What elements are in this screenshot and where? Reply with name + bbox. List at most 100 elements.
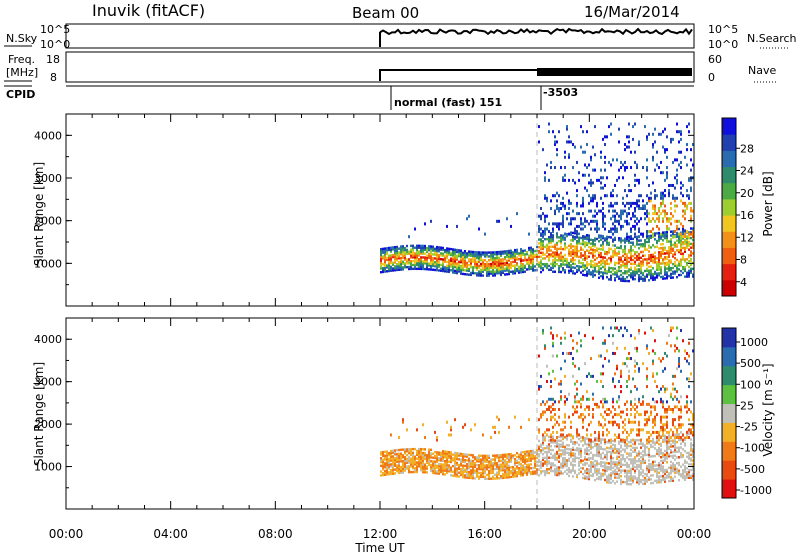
data-cell xyxy=(538,428,540,432)
data-cell xyxy=(612,439,614,443)
data-cell xyxy=(628,239,630,242)
data-cell xyxy=(680,222,682,226)
data-cell xyxy=(510,266,512,270)
data-cell xyxy=(642,277,644,281)
data-cell xyxy=(500,465,502,468)
data-cell xyxy=(654,259,656,262)
data-cell xyxy=(458,465,460,469)
data-cell xyxy=(620,440,622,444)
data-cell xyxy=(640,275,642,279)
data-cell xyxy=(456,268,458,271)
data-cell xyxy=(592,397,594,401)
data-cell xyxy=(412,447,414,451)
data-cell xyxy=(608,268,610,272)
data-cell xyxy=(640,480,642,484)
data-cell xyxy=(380,464,382,468)
data-cell xyxy=(602,235,604,239)
data-cell xyxy=(566,234,568,238)
data-cell xyxy=(592,250,594,253)
data-cell xyxy=(396,247,398,251)
data-cell xyxy=(680,415,682,419)
colorbar-swatch xyxy=(722,182,736,200)
data-cell xyxy=(454,465,456,468)
data-cell xyxy=(380,457,382,460)
data-cell xyxy=(680,455,682,459)
data-cell xyxy=(496,252,498,256)
data-cell xyxy=(564,178,566,182)
data-cell xyxy=(514,471,516,474)
data-cell xyxy=(622,163,624,167)
data-cell xyxy=(438,464,440,468)
data-cell xyxy=(384,264,386,268)
data-cell xyxy=(522,473,524,477)
data-cell xyxy=(668,430,670,434)
data-cell xyxy=(574,443,576,446)
data-cell xyxy=(642,260,644,263)
colorbar-swatch xyxy=(722,118,736,135)
data-cell xyxy=(400,471,402,474)
data-cell xyxy=(564,447,566,450)
data-cell xyxy=(596,446,598,450)
data-cell xyxy=(474,477,476,480)
data-cell xyxy=(480,264,482,268)
data-cell xyxy=(508,472,510,475)
data-cell xyxy=(638,477,640,480)
data-cell xyxy=(482,433,484,437)
data-cell xyxy=(530,453,532,457)
data-cell xyxy=(466,254,468,257)
data-cell xyxy=(570,239,572,242)
data-cell xyxy=(492,255,494,258)
data-cell xyxy=(576,433,578,437)
data-cell xyxy=(678,130,680,134)
data-cell xyxy=(572,346,574,350)
data-cell xyxy=(648,438,650,442)
data-cell xyxy=(402,262,404,265)
data-cell xyxy=(662,277,664,280)
data-cell xyxy=(632,137,634,141)
data-cell xyxy=(646,267,648,271)
data-cell xyxy=(472,463,474,467)
data-cell xyxy=(640,478,642,482)
data-cell xyxy=(588,251,590,255)
data-cell xyxy=(420,263,422,267)
data-cell xyxy=(638,423,640,427)
data-cell xyxy=(620,214,622,218)
data-cell xyxy=(656,400,658,404)
data-cell xyxy=(516,471,518,474)
data-cell xyxy=(488,264,490,268)
data-cell xyxy=(420,246,422,249)
data-cell xyxy=(542,329,544,333)
data-cell xyxy=(652,255,654,259)
data-cell xyxy=(670,460,672,464)
data-cell xyxy=(662,262,664,265)
data-cell xyxy=(466,463,468,466)
data-cell xyxy=(616,219,618,223)
data-cell xyxy=(470,428,472,432)
data-cell xyxy=(394,267,396,270)
data-cell xyxy=(592,392,594,396)
data-cell xyxy=(564,402,566,406)
data-cell xyxy=(454,467,456,470)
data-cell xyxy=(572,452,574,455)
data-cell xyxy=(504,256,506,259)
data-cell xyxy=(652,145,654,149)
power-colorbar-label: Power [dB] xyxy=(761,171,775,236)
data-cell xyxy=(590,474,592,477)
data-cell xyxy=(574,452,576,455)
data-cell xyxy=(664,470,666,474)
data-cell xyxy=(428,248,430,252)
data-cell xyxy=(680,260,682,263)
data-cell xyxy=(642,475,644,478)
data-cell xyxy=(570,448,572,451)
data-cell xyxy=(452,248,454,251)
data-cell xyxy=(690,269,692,272)
data-cell xyxy=(606,241,608,244)
data-cell xyxy=(620,217,622,221)
data-cell xyxy=(634,402,636,406)
data-cell xyxy=(568,244,570,248)
data-cell xyxy=(448,460,450,463)
data-cell xyxy=(658,465,660,469)
data-cell xyxy=(646,442,648,445)
data-cell xyxy=(446,264,448,268)
data-cell xyxy=(486,456,488,459)
